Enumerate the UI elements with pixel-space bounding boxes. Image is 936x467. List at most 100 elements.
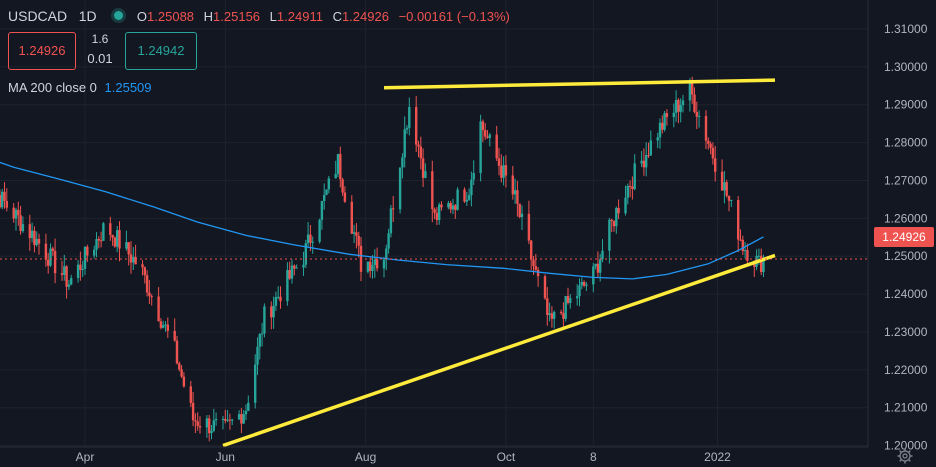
candle xyxy=(323,183,326,210)
sell-button[interactable]: 1.24926 xyxy=(8,32,76,70)
candle xyxy=(454,203,457,219)
candle xyxy=(341,177,344,196)
candle xyxy=(405,125,409,135)
candle xyxy=(495,125,498,161)
time-tick-label: 8 xyxy=(590,450,597,464)
candle xyxy=(309,225,312,252)
candle xyxy=(553,310,556,329)
candle xyxy=(389,204,393,238)
candle xyxy=(550,306,554,328)
close-value: 1.24926 xyxy=(341,9,389,24)
candle xyxy=(693,87,696,114)
candle xyxy=(145,270,149,297)
price-tick-label: 1.26000 xyxy=(884,211,928,225)
candle xyxy=(350,195,353,235)
candle xyxy=(401,153,404,179)
candle xyxy=(129,241,133,274)
candle xyxy=(626,183,629,205)
candle xyxy=(336,153,340,178)
candle xyxy=(194,413,197,434)
candle xyxy=(421,148,425,187)
high-value: 1.25156 xyxy=(213,9,261,24)
quantity-value[interactable]: 0.01 xyxy=(87,51,113,66)
candle xyxy=(624,185,627,216)
candle xyxy=(656,132,659,149)
spread-value: 1.6 xyxy=(91,32,109,46)
candle xyxy=(355,223,358,249)
ma-legend[interactable]: MA 200 close 0 1.25509 xyxy=(8,80,152,95)
candle xyxy=(628,180,632,198)
candle xyxy=(649,130,652,156)
candle xyxy=(224,409,227,424)
candle xyxy=(488,132,491,147)
candle xyxy=(456,187,459,211)
gear-icon[interactable] xyxy=(897,448,913,464)
candle xyxy=(210,425,213,440)
candle xyxy=(290,259,294,284)
trendline-support[interactable] xyxy=(222,253,776,448)
candle xyxy=(143,266,146,284)
candle xyxy=(157,287,160,322)
price-tick-label: 1.31000 xyxy=(884,22,928,36)
buy-button[interactable]: 1.24942 xyxy=(125,32,197,70)
candle xyxy=(467,188,471,201)
low-label: L xyxy=(269,9,277,24)
candle xyxy=(51,246,54,256)
candle xyxy=(569,294,572,309)
candle xyxy=(79,251,82,281)
candle xyxy=(164,321,167,332)
candle xyxy=(67,279,71,291)
candle xyxy=(70,274,73,286)
candle xyxy=(242,409,245,424)
candle xyxy=(697,110,701,128)
symbol-name[interactable]: USDCAD xyxy=(8,8,68,24)
candle xyxy=(60,260,64,281)
candle xyxy=(173,318,176,342)
candle xyxy=(596,251,600,278)
candle xyxy=(286,262,289,306)
candle xyxy=(17,201,20,226)
candle xyxy=(737,196,740,253)
price-tick-label: 1.24000 xyxy=(884,287,928,301)
candle xyxy=(500,154,503,183)
candle xyxy=(518,203,521,219)
candle xyxy=(272,296,275,329)
candle xyxy=(435,207,439,226)
price-tick-label: 1.27000 xyxy=(884,173,928,187)
candle xyxy=(739,229,742,242)
candle xyxy=(150,294,153,306)
candle xyxy=(81,260,84,278)
candle xyxy=(601,239,604,263)
candle xyxy=(14,207,18,231)
candle xyxy=(93,245,96,259)
candle xyxy=(385,244,388,271)
candle xyxy=(424,163,427,179)
time-axis[interactable]: Apr Jun Aug Oct 8 2022 xyxy=(76,450,732,464)
candle xyxy=(707,137,710,150)
timeframe-label[interactable]: 1D xyxy=(78,8,97,24)
candle xyxy=(725,179,728,198)
candle xyxy=(212,408,215,433)
trendlines[interactable] xyxy=(222,78,776,448)
candle xyxy=(564,295,567,322)
candle xyxy=(711,142,715,165)
candle xyxy=(237,410,241,420)
candle xyxy=(3,182,6,209)
high-label: H xyxy=(203,9,214,24)
candle xyxy=(617,199,620,219)
candle xyxy=(196,412,199,431)
candle xyxy=(270,301,273,330)
candle xyxy=(582,280,586,288)
candle xyxy=(320,200,324,230)
price-axis[interactable]: 1.31000 1.30000 1.29000 1.28000 1.27000 1.260… xyxy=(884,22,928,453)
candle xyxy=(743,241,747,259)
candle xyxy=(254,354,257,409)
candle xyxy=(502,156,505,186)
candle xyxy=(244,404,248,421)
candle xyxy=(497,147,501,176)
candle xyxy=(53,238,57,284)
trendline-resistance[interactable] xyxy=(383,78,776,90)
candle xyxy=(109,216,112,241)
time-tick-label: Jun xyxy=(216,450,235,464)
